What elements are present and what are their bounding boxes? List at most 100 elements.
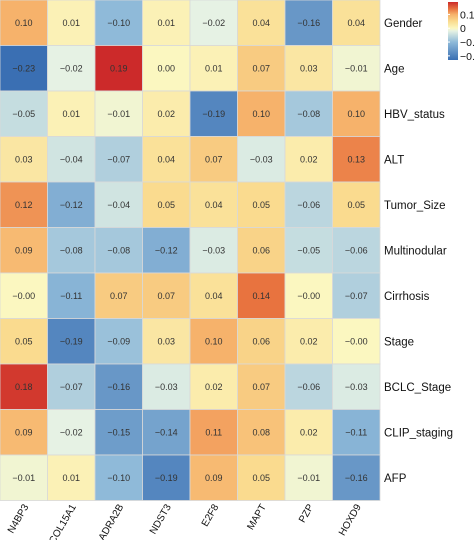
cell-value-label: 0.10: [347, 109, 365, 119]
heatmap-cell: [142, 454, 191, 501]
cell-value-label: 0.03: [157, 336, 175, 346]
cell-value-label: 0.04: [205, 200, 223, 210]
cell-value-label: −0.16: [297, 18, 320, 28]
heatmap-cell: [94, 272, 143, 319]
heatmap-cell: [332, 136, 381, 183]
cell-value-label: −0.09: [107, 336, 130, 346]
cell-value-label: 0.10: [205, 336, 223, 346]
cell-value-label: 0.07: [205, 154, 223, 164]
heatmap-cell: [189, 363, 238, 410]
legend-tick-label: 0.1: [460, 9, 474, 21]
cell-value-label: 0.05: [252, 200, 270, 210]
legend-tick-label: −0.1: [460, 37, 474, 49]
column-label: E2F8: [200, 502, 222, 529]
heatmap-cell: [284, 454, 333, 501]
cell-value-label: −0.12: [60, 200, 83, 210]
heatmap-cell: [237, 136, 286, 183]
cell-value-label: 0.02: [300, 427, 318, 437]
cell-value-label: −0.01: [12, 473, 35, 483]
cell-value-label: 0.07: [252, 63, 270, 73]
legend-tick-label: 0: [460, 23, 466, 35]
heatmap-cell: [0, 409, 48, 456]
heatmap-cell: [47, 272, 96, 319]
heatmap-cell: [284, 45, 333, 92]
column-labels: N4BP3 COL15A1 ADRA2B NDST3 E2F8 MAPT PZP HOXD9: [6, 502, 364, 540]
cell-value-label: −0.01: [345, 63, 368, 73]
row-label: Cirrhosis: [384, 291, 430, 303]
cell-value-label: 0.05: [15, 336, 33, 346]
cell-value-label: 0.07: [110, 291, 128, 301]
cell-value-label: 0.03: [15, 154, 33, 164]
heatmap-cell: [332, 0, 381, 46]
row-label: ALT: [384, 154, 404, 166]
cell-value-label: −0.07: [107, 154, 130, 164]
cell-value-label: 0.01: [157, 18, 175, 28]
cell-value-label: 0.12: [15, 200, 33, 210]
heatmap-cell: [94, 45, 143, 92]
cell-value-label: −0.00: [297, 291, 320, 301]
cell-value-label: −0.19: [60, 336, 83, 346]
heatmap-cell: [0, 272, 48, 319]
row-label: AFP: [384, 473, 407, 485]
cell-value-label: 0.01: [62, 473, 80, 483]
cell-value-label: −0.01: [297, 473, 320, 483]
cell-value-label: −0.06: [345, 245, 368, 255]
heatmap-cell: [94, 363, 143, 410]
row-label: BCLC_Stage: [384, 382, 451, 394]
cell-value-label: −0.03: [345, 382, 368, 392]
heatmap-cell: [47, 363, 96, 410]
heatmap-cell: [142, 90, 191, 137]
cell-value-label: 0.06: [252, 245, 270, 255]
cell-value-label: 0.01: [62, 109, 80, 119]
cell-value-label: −0.12: [155, 245, 178, 255]
row-label: Multinodular: [384, 245, 447, 257]
column-label: HOXD9: [337, 502, 364, 538]
heatmap-cell: [0, 90, 48, 137]
cell-value-label: −0.02: [60, 63, 83, 73]
heatmap-cell: [0, 136, 48, 183]
heatmap-cell: [189, 409, 238, 456]
cell-value-label: 0.19: [110, 63, 128, 73]
cell-value-label: −0.11: [345, 427, 367, 437]
heatmap-cell: [237, 227, 286, 274]
cell-value-label: −0.04: [107, 200, 130, 210]
cell-value-label: −0.03: [155, 382, 178, 392]
row-label: Gender: [384, 18, 423, 30]
heatmap-cell: [284, 318, 333, 365]
cell-value-label: 0.02: [300, 154, 318, 164]
heatmap-cell: [142, 136, 191, 183]
row-label: HBV_status: [384, 109, 445, 121]
cell-value-label: −0.06: [297, 382, 320, 392]
cell-value-label: 0.02: [205, 382, 223, 392]
cell-value-label: −0.19: [155, 473, 178, 483]
heatmap-cell: [47, 409, 96, 456]
heatmap-cell: [237, 272, 286, 319]
heatmap-cell: [332, 318, 381, 365]
cell-value-label: 0.05: [347, 200, 365, 210]
cell-value-label: 0.02: [300, 336, 318, 346]
cell-value-label: 0.04: [157, 154, 175, 164]
heatmap-cell: [0, 454, 48, 501]
cell-value-label: 0.09: [205, 473, 223, 483]
legend-color-bar: [448, 2, 458, 60]
cell-value-label: −0.07: [345, 291, 368, 301]
heatmap-cell: [237, 318, 286, 365]
column-label: N4BP3: [6, 502, 32, 535]
heatmap-cell: [47, 454, 96, 501]
cell-value-label: 0.01: [62, 18, 80, 28]
cell-value-label: −0.10: [107, 18, 130, 28]
row-label: Tumor_Size: [384, 200, 446, 212]
row-label: CLIP_staging: [384, 427, 453, 439]
cell-value-label: −0.02: [202, 18, 225, 28]
cell-value-label: 0.09: [15, 245, 33, 255]
heatmap-cell: [332, 227, 381, 274]
cell-value-label: 0.18: [15, 382, 33, 392]
heatmap-cell: [189, 181, 238, 228]
row-label: Age: [384, 63, 404, 75]
cell-value-label: 0.14: [252, 291, 270, 301]
heatmap-cell: [189, 0, 238, 46]
heatmap-cell: [47, 90, 96, 137]
cell-value-label: 0.11: [205, 427, 222, 437]
heatmap-cells: 0.10 0.01 −0.10 0.01 −0.02 0.04 −0.16 0.04 −0.23…: [0, 0, 381, 501]
heatmap-cell: [332, 181, 381, 228]
